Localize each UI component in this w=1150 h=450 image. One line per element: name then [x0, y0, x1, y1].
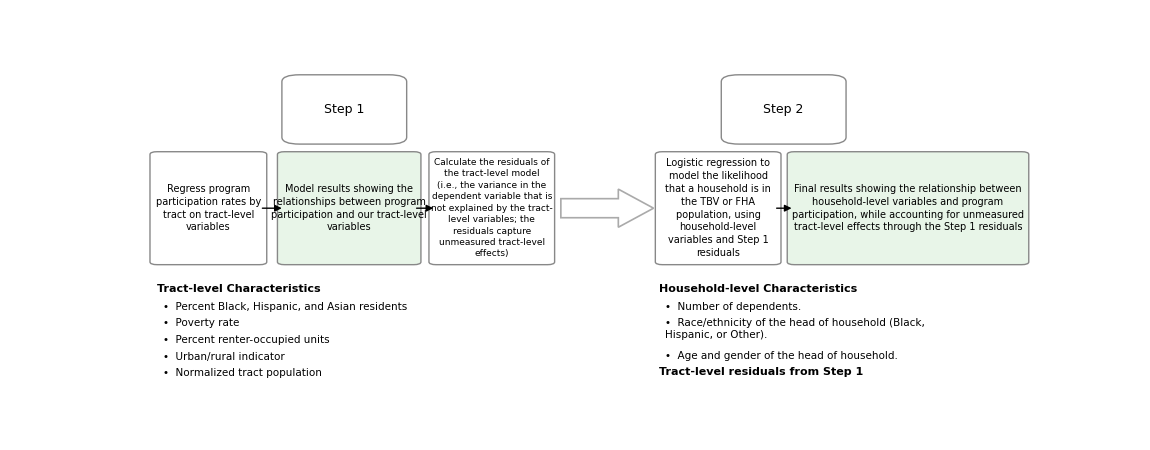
Text: Tract-level Characteristics: Tract-level Characteristics [158, 284, 321, 294]
Text: •  Normalized tract population: • Normalized tract population [163, 368, 322, 378]
Text: •  Poverty rate: • Poverty rate [163, 319, 239, 328]
FancyBboxPatch shape [150, 152, 267, 265]
FancyBboxPatch shape [656, 152, 781, 265]
FancyBboxPatch shape [277, 152, 421, 265]
Text: Household-level Characteristics: Household-level Characteristics [659, 284, 857, 294]
Text: Step 2: Step 2 [764, 103, 804, 116]
FancyBboxPatch shape [788, 152, 1029, 265]
Text: •  Race/ethnicity of the head of household (Black,
Hispanic, or Other).: • Race/ethnicity of the head of househol… [665, 319, 925, 340]
Text: Step 1: Step 1 [324, 103, 365, 116]
FancyBboxPatch shape [282, 75, 407, 144]
Text: Regress program
participation rates by
tract on tract-level
variables: Regress program participation rates by t… [155, 184, 261, 232]
Text: •  Age and gender of the head of household.: • Age and gender of the head of househol… [665, 351, 898, 360]
Text: Model results showing the
relationships between program
participation and our tr: Model results showing the relationships … [271, 184, 427, 232]
Text: •  Number of dependents.: • Number of dependents. [665, 302, 802, 312]
Text: Tract-level residuals from Step 1: Tract-level residuals from Step 1 [659, 367, 864, 377]
Polygon shape [561, 189, 653, 227]
Text: Final results showing the relationship between
household-level variables and pro: Final results showing the relationship b… [792, 184, 1024, 232]
FancyBboxPatch shape [429, 152, 554, 265]
Text: Calculate the residuals of
the tract-level model
(i.e., the variance in the
depe: Calculate the residuals of the tract-lev… [431, 158, 553, 258]
Text: •  Percent renter-occupied units: • Percent renter-occupied units [163, 335, 330, 345]
Text: •  Percent Black, Hispanic, and Asian residents: • Percent Black, Hispanic, and Asian res… [163, 302, 407, 312]
Text: •  Urban/rural indicator: • Urban/rural indicator [163, 351, 285, 362]
FancyBboxPatch shape [721, 75, 846, 144]
Text: Logistic regression to
model the likelihood
that a household is in
the TBV or FH: Logistic regression to model the likelih… [665, 158, 772, 258]
